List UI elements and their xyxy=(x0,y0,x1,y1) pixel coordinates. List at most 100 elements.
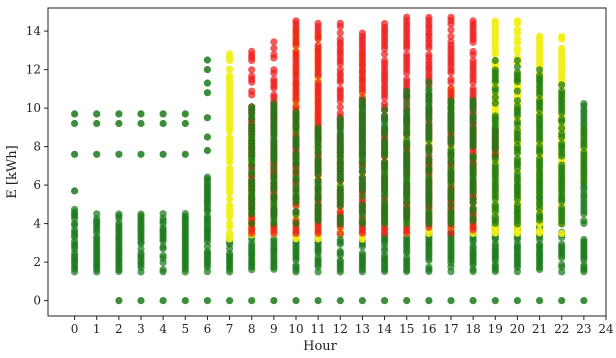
data-point-red xyxy=(336,207,344,216)
data-point-green xyxy=(513,103,522,111)
data-point-green xyxy=(558,140,566,148)
data-point-green xyxy=(358,249,366,257)
x-tick-label: 5 xyxy=(181,322,189,336)
data-point-green xyxy=(425,207,433,215)
data-point-green xyxy=(469,297,477,305)
data-point-red xyxy=(447,229,455,237)
data-point-red xyxy=(336,19,344,27)
data-point-green xyxy=(270,100,278,108)
data-point-green xyxy=(536,297,544,305)
data-point-green xyxy=(469,152,477,160)
x-tick-label: 2 xyxy=(115,322,123,336)
data-point-green xyxy=(159,110,167,118)
data-point-green xyxy=(491,99,499,107)
x-tick-label: 6 xyxy=(204,322,212,336)
data-point-green xyxy=(558,161,566,169)
data-point-red xyxy=(336,66,344,74)
x-tick-label: 13 xyxy=(355,322,370,336)
data-point-green xyxy=(314,155,322,163)
data-point-green xyxy=(203,114,211,122)
x-tick-label: 17 xyxy=(443,322,458,336)
data-point-green xyxy=(469,214,477,222)
data-point-green xyxy=(115,110,123,118)
data-point-green xyxy=(403,136,411,144)
x-tick-label: 18 xyxy=(466,322,481,336)
data-point-green xyxy=(425,84,433,92)
data-point-red xyxy=(248,47,256,56)
data-point-green xyxy=(491,297,499,305)
data-point-green xyxy=(491,112,499,120)
data-point-green xyxy=(203,79,211,87)
data-point-green xyxy=(381,112,389,120)
data-point-yellow xyxy=(226,195,234,203)
data-point-green xyxy=(491,201,499,209)
data-point-yellow xyxy=(226,134,234,142)
data-point-green xyxy=(447,97,455,105)
data-point-red xyxy=(314,79,322,87)
data-point-yellow xyxy=(226,50,234,58)
data-point-green xyxy=(71,150,79,158)
data-point-yellow xyxy=(491,17,499,25)
x-tick-label: 11 xyxy=(311,322,326,336)
data-point-green xyxy=(71,187,79,195)
data-point-green xyxy=(336,247,344,255)
data-point-yellow xyxy=(558,44,566,53)
x-tick-label: 20 xyxy=(510,322,525,336)
data-point-green xyxy=(159,150,167,158)
data-point-green xyxy=(358,164,366,172)
data-point-green xyxy=(536,211,544,219)
data-point-green xyxy=(381,106,389,114)
data-point-green xyxy=(336,256,344,264)
data-point-green xyxy=(358,192,366,200)
y-tick-label: 2 xyxy=(33,255,41,269)
data-point-green xyxy=(469,204,477,212)
data-point-red xyxy=(447,84,455,93)
plot-frame xyxy=(47,7,607,317)
y-tick-label: 0 xyxy=(33,294,41,308)
data-point-green xyxy=(115,297,123,305)
data-point-green xyxy=(203,297,211,305)
data-point-green xyxy=(203,247,211,255)
data-point-green xyxy=(203,56,211,64)
data-point-green xyxy=(292,167,300,176)
data-point-yellow xyxy=(513,35,522,43)
axes-layer: 0 1 2 3 4 5 6 7 8 9 10 11 12 13 14 15 16 17 18 19 20 21 22 23 24… xyxy=(26,7,614,336)
data-point-green xyxy=(491,213,499,221)
data-point-green xyxy=(71,205,79,213)
data-point-green xyxy=(115,119,123,128)
data-point-green xyxy=(226,297,234,305)
data-point-green xyxy=(381,158,389,166)
data-point-green xyxy=(292,108,300,117)
data-point-green xyxy=(469,161,477,169)
data-point-green xyxy=(558,115,566,123)
data-point-green xyxy=(513,155,522,163)
data-point-red xyxy=(314,19,322,27)
data-point-red xyxy=(425,51,433,59)
data-point-green xyxy=(358,174,366,182)
data-point-green xyxy=(536,97,544,105)
data-point-green xyxy=(336,213,344,221)
data-point-green xyxy=(425,121,433,129)
data-point-red xyxy=(469,47,477,56)
data-point-green xyxy=(403,87,411,95)
data-point-green xyxy=(513,143,522,151)
data-point-green xyxy=(336,297,344,305)
data-point-yellow xyxy=(226,65,234,73)
data-point-red xyxy=(248,87,256,95)
data-point-red xyxy=(403,13,411,21)
data-point-yellow xyxy=(536,32,544,41)
data-point-green xyxy=(580,217,588,225)
data-point-green xyxy=(491,161,499,169)
data-point-green xyxy=(580,297,588,305)
data-point-red xyxy=(248,72,256,80)
data-point-green xyxy=(469,96,477,104)
data-point-green xyxy=(425,155,433,163)
y-tick-label: 10 xyxy=(26,101,41,115)
x-tick-label: 16 xyxy=(421,322,436,336)
data-point-green xyxy=(115,210,123,218)
data-point-red xyxy=(292,48,300,56)
data-point-green xyxy=(491,84,499,92)
data-point-green xyxy=(425,142,433,150)
x-axis-title: Hour xyxy=(303,339,338,354)
